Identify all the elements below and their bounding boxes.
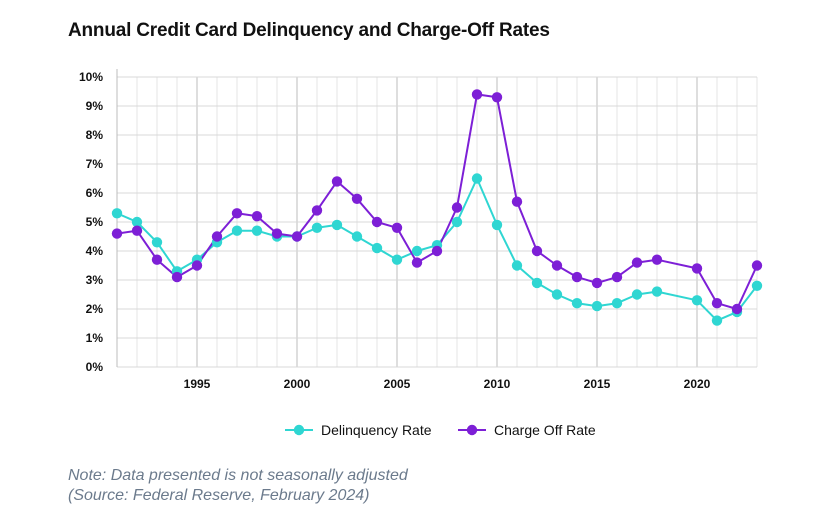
data-point-delinquency-rate	[551, 289, 563, 300]
y-tick-label: 9%	[86, 99, 104, 113]
data-point-charge-off-rate	[391, 222, 403, 233]
data-point-charge-off-rate	[111, 228, 123, 239]
data-point-charge-off-rate	[151, 254, 163, 265]
legend-label-delinquency-rate: Delinquency Rate	[321, 422, 432, 438]
data-point-delinquency-rate	[611, 298, 623, 309]
data-point-charge-off-rate	[591, 277, 603, 289]
data-point-charge-off-rate	[711, 298, 723, 309]
y-tick-label: 7%	[86, 157, 104, 171]
data-point-charge-off-rate	[231, 208, 243, 219]
data-point-charge-off-rate	[611, 271, 623, 283]
x-tick-label: 2000	[284, 377, 311, 391]
data-point-delinquency-rate	[111, 208, 123, 219]
line-chart: 0% 1% 2% 3% 4% 5% 6% 7% 8% 9% 10% 1995 2000 2005 2010 2…	[79, 69, 763, 438]
data-point-charge-off-rate	[271, 228, 283, 239]
data-point-charge-off-rate	[211, 231, 223, 242]
data-point-delinquency-rate	[531, 277, 543, 289]
y-tick-label: 5%	[86, 215, 104, 229]
data-point-charge-off-rate	[191, 260, 203, 271]
y-tick-label: 0%	[86, 360, 104, 374]
data-point-delinquency-rate	[131, 216, 143, 228]
data-point-charge-off-rate	[431, 245, 443, 257]
data-point-delinquency-rate	[251, 225, 263, 236]
data-point-delinquency-rate	[311, 222, 323, 233]
y-tick-label: 4%	[86, 244, 104, 258]
data-point-delinquency-rate	[471, 173, 483, 184]
data-point-charge-off-rate	[291, 231, 303, 242]
data-point-charge-off-rate	[731, 303, 743, 315]
data-point-delinquency-rate	[391, 254, 403, 265]
data-point-charge-off-rate	[251, 211, 263, 222]
x-tick-label: 2005	[384, 377, 411, 391]
data-point-delinquency-rate	[491, 219, 503, 231]
data-point-delinquency-rate	[511, 260, 523, 271]
data-point-charge-off-rate	[651, 254, 663, 265]
data-point-delinquency-rate	[351, 231, 363, 242]
data-point-charge-off-rate	[171, 271, 183, 283]
y-tick-label: 8%	[86, 128, 104, 142]
legend-marker-delinquency-rate	[293, 424, 305, 436]
data-point-delinquency-rate	[411, 245, 423, 257]
data-point-charge-off-rate	[331, 176, 343, 187]
data-point-delinquency-rate	[631, 289, 643, 300]
y-tick-label: 10%	[79, 70, 103, 84]
y-tick-label: 1%	[86, 331, 104, 345]
data-point-charge-off-rate	[571, 271, 583, 283]
data-point-delinquency-rate	[591, 300, 603, 312]
data-point-charge-off-rate	[471, 89, 483, 100]
data-point-charge-off-rate	[511, 196, 523, 207]
data-point-charge-off-rate	[491, 92, 503, 103]
legend-label-charge-off-rate: Charge Off Rate	[494, 422, 596, 438]
data-point-charge-off-rate	[751, 260, 763, 271]
data-point-delinquency-rate	[371, 242, 383, 254]
data-point-delinquency-rate	[751, 280, 763, 291]
note-text: Note: Data presented is not seasonally a…	[68, 467, 408, 484]
data-point-delinquency-rate	[571, 298, 583, 309]
x-tick-label: 1995	[184, 377, 211, 391]
data-point-charge-off-rate	[451, 202, 463, 213]
y-tick-label: 6%	[86, 186, 104, 200]
source-text: (Source: Federal Reserve, February 2024)	[68, 487, 370, 504]
x-tick-label: 2015	[584, 377, 611, 391]
data-point-delinquency-rate	[231, 225, 243, 236]
data-point-delinquency-rate	[151, 237, 163, 248]
data-point-charge-off-rate	[311, 205, 323, 216]
legend-marker-charge-off-rate	[466, 424, 478, 436]
x-tick-label: 2010	[484, 377, 511, 391]
y-tick-label: 2%	[86, 302, 104, 316]
data-point-charge-off-rate	[371, 216, 383, 228]
data-point-delinquency-rate	[451, 216, 463, 228]
data-point-delinquency-rate	[691, 295, 703, 306]
y-tick-label: 3%	[86, 273, 104, 287]
data-point-charge-off-rate	[691, 263, 703, 274]
data-point-delinquency-rate	[331, 219, 343, 231]
data-point-charge-off-rate	[351, 193, 363, 204]
data-point-charge-off-rate	[531, 245, 543, 257]
data-point-charge-off-rate	[411, 257, 423, 268]
data-point-delinquency-rate	[711, 315, 723, 326]
data-point-charge-off-rate	[131, 225, 143, 236]
x-tick-label: 2020	[684, 377, 711, 391]
data-point-charge-off-rate	[631, 257, 643, 268]
data-point-charge-off-rate	[551, 260, 563, 271]
data-point-delinquency-rate	[651, 286, 663, 297]
chart-title: Annual Credit Card Delinquency and Charg…	[68, 20, 550, 41]
